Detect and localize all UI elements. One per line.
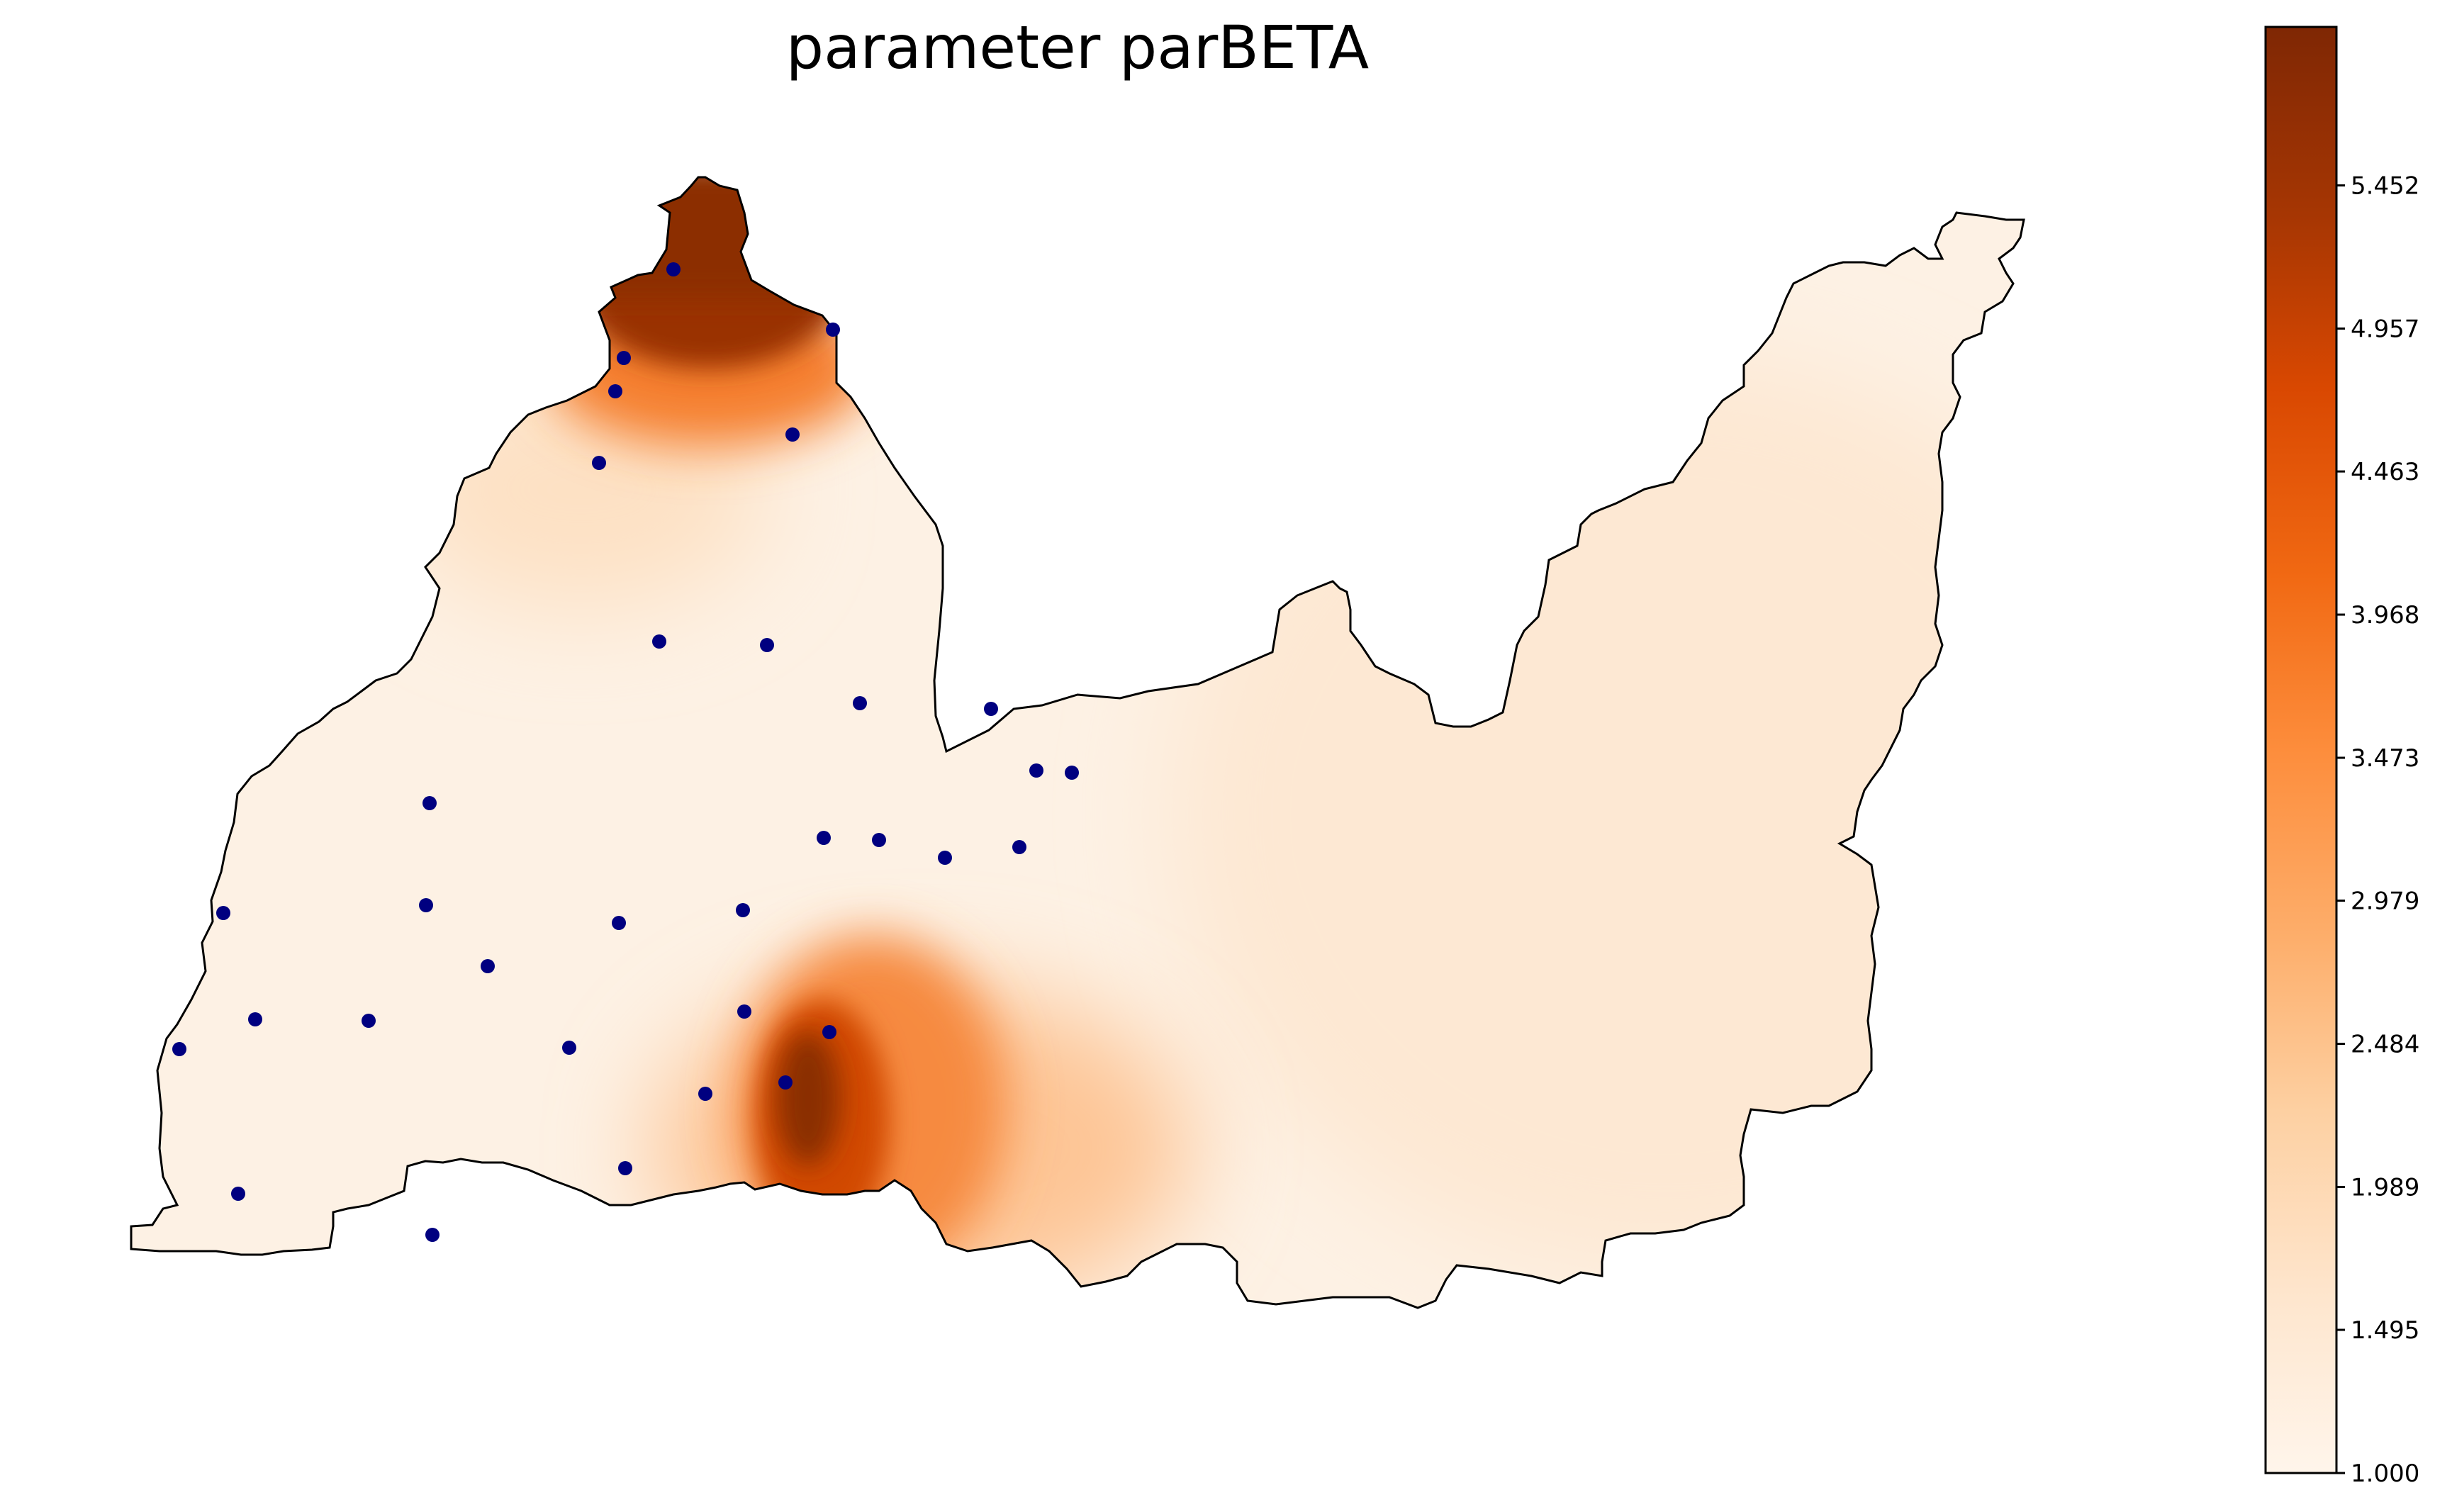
station-point: [760, 638, 774, 652]
station-point: [652, 634, 666, 649]
station-point: [785, 427, 800, 442]
station-point: [362, 1014, 376, 1028]
station-point: [612, 916, 626, 930]
station-point: [1012, 840, 1026, 854]
map-title: parameter parBETA: [785, 13, 1370, 82]
station-point: [425, 1228, 440, 1242]
station-point: [1029, 763, 1043, 778]
colorbar-labels: 1.000 1.495 1.989 2.484 2.979 3.473 3.96…: [2351, 172, 2419, 1488]
colorbar-tick-label: 4.463: [2351, 458, 2419, 486]
colorbar-tick-label: 3.968: [2351, 601, 2419, 629]
interpolated-surface: [131, 177, 2024, 1308]
station-point: [562, 1041, 576, 1055]
colorbar-tick-label: 4.957: [2351, 315, 2419, 344]
station-point: [666, 262, 681, 276]
surface-east-tint: [1170, 354, 2024, 1276]
station-point: [172, 1042, 186, 1056]
station-point: [822, 1025, 836, 1039]
station-point: [617, 351, 631, 365]
colorbar-ticks: [2336, 184, 2345, 1474]
station-point: [231, 1187, 245, 1201]
colorbar-tick-label: 5.452: [2351, 172, 2419, 201]
station-point: [778, 1075, 793, 1090]
station-point: [592, 456, 606, 470]
colorbar-tick-label: 2.979: [2351, 887, 2419, 916]
station-point: [853, 696, 867, 710]
station-point: [984, 702, 998, 716]
station-point: [248, 1012, 262, 1026]
colorbar: 1.000 1.495 1.989 2.484 2.979 3.473 3.96…: [2264, 26, 2419, 1488]
colorbar-tick-label: 1.000: [2351, 1460, 2419, 1488]
station-point: [736, 903, 750, 917]
station-point: [419, 898, 433, 912]
station-point: [938, 851, 952, 865]
station-point: [608, 384, 622, 398]
station-point: [481, 959, 495, 973]
station-point: [826, 323, 840, 337]
colorbar-tick-label: 1.495: [2351, 1316, 2419, 1345]
station-point: [1065, 766, 1079, 780]
colorbar-gradient: [2264, 26, 2338, 1474]
colorbar-tick-label: 3.473: [2351, 744, 2419, 773]
station-point: [817, 831, 831, 845]
colorbar-tick-label: 1.989: [2351, 1173, 2419, 1202]
colorbar-tick-label: 2.484: [2351, 1031, 2419, 1059]
station-point: [872, 833, 886, 847]
surface-south-dark: [776, 1031, 840, 1166]
station-layer: [172, 262, 1079, 1242]
station-point: [698, 1087, 712, 1101]
station-point: [216, 906, 230, 920]
station-point: [618, 1161, 632, 1175]
station-point: [737, 1004, 751, 1019]
station-point: [422, 796, 437, 810]
surface-north-darkest: [588, 177, 829, 298]
